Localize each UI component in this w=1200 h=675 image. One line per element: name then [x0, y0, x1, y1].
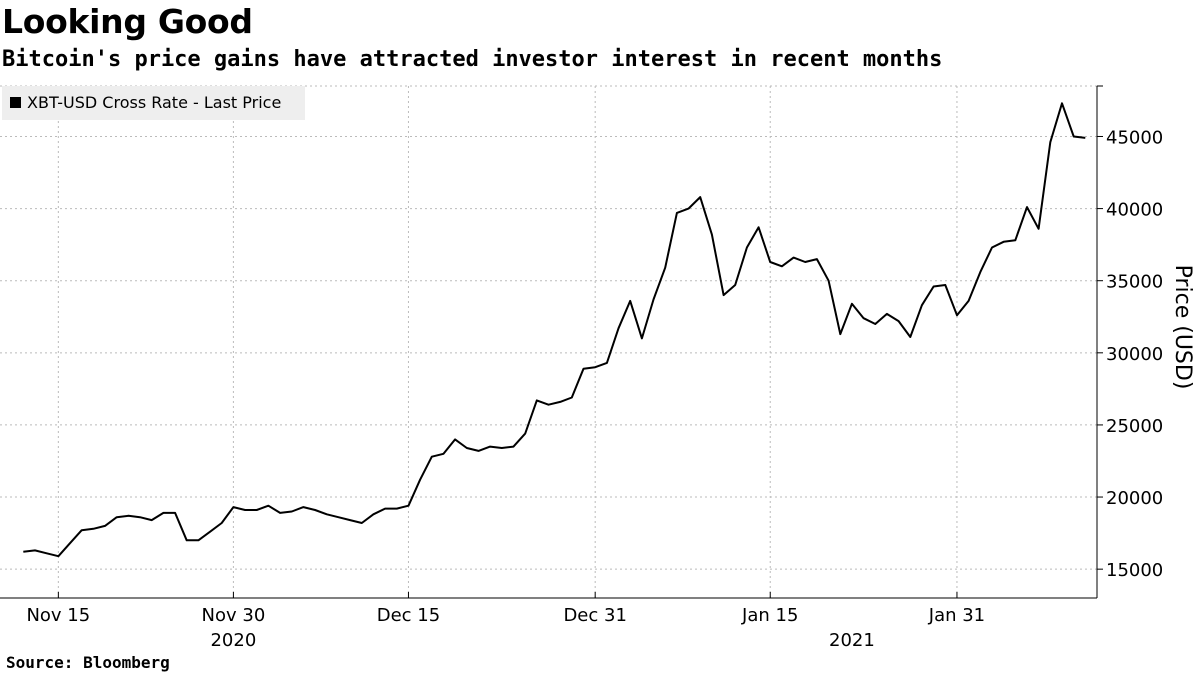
y-tick-label: 30000	[1106, 344, 1163, 365]
series-group	[23, 102, 1086, 558]
y-tick-label: 15000	[1106, 560, 1163, 581]
series-line	[23, 102, 1086, 558]
x-year-label: 2020	[210, 630, 256, 651]
legend-entry: XBT-USD Cross Rate - Last Price	[27, 93, 281, 112]
x-tick-label: Jan 31	[928, 605, 985, 626]
grid-lines	[0, 85, 1097, 598]
x-tick-label: Nov 15	[26, 605, 90, 626]
x-tick-label: Dec 15	[377, 605, 440, 626]
y-tick-label: 40000	[1106, 200, 1163, 221]
y-tick-label: 45000	[1106, 127, 1163, 148]
y-tick-label: 35000	[1106, 272, 1163, 293]
legend-swatch	[10, 97, 21, 108]
x-axis: Nov 15 Nov 30 Dec 15 Dec 31 Jan 15 Jan 31 2020…	[0, 592, 1097, 651]
chart-title: Looking Good	[2, 2, 253, 41]
x-tick-label: Dec 31	[563, 605, 626, 626]
source-note: Source: Bloomberg	[6, 653, 170, 672]
y-tick-label: 25000	[1106, 416, 1163, 437]
legend: XBT-USD Cross Rate - Last Price	[2, 86, 305, 120]
y-tick-label: 20000	[1106, 488, 1163, 509]
x-tick-label: Jan 15	[741, 605, 798, 626]
y-axis-label: Price (USD)	[1170, 265, 1195, 390]
chart-subtitle: Bitcoin's price gains have attracted inv…	[2, 47, 943, 72]
x-tick-label: Nov 30	[202, 605, 266, 626]
legend-background	[2, 86, 305, 120]
y-axis: 15000 20000 25000 30000 35000 40000 45000	[1096, 85, 1163, 598]
x-year-label: 2021	[829, 630, 875, 651]
